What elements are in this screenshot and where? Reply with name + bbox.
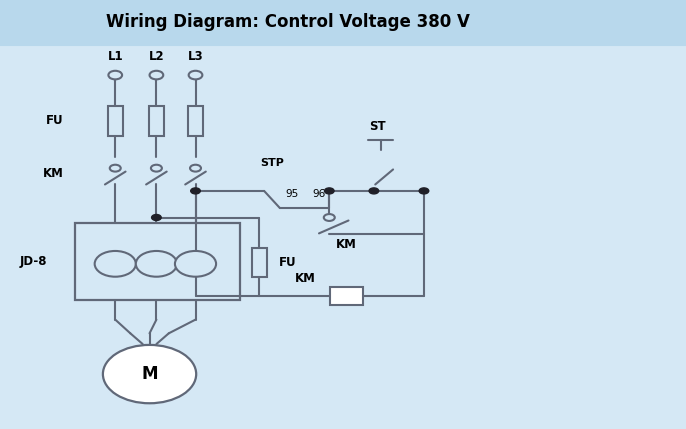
Circle shape: [108, 71, 122, 79]
Circle shape: [151, 165, 162, 172]
Circle shape: [324, 214, 335, 221]
Bar: [108, 106, 123, 136]
Bar: [188, 106, 203, 136]
Text: Wiring Diagram: Control Voltage 380 V: Wiring Diagram: Control Voltage 380 V: [106, 13, 470, 31]
Text: L1: L1: [108, 50, 123, 63]
Text: L3: L3: [188, 50, 203, 63]
Text: L2: L2: [149, 50, 164, 63]
Text: FU: FU: [279, 256, 296, 269]
Text: KM: KM: [43, 167, 64, 180]
Circle shape: [103, 345, 196, 403]
Circle shape: [369, 188, 379, 194]
Text: STP: STP: [261, 158, 285, 168]
Bar: [75, 223, 240, 300]
Circle shape: [419, 188, 429, 194]
Circle shape: [191, 188, 200, 194]
Bar: [252, 248, 267, 277]
Circle shape: [190, 165, 201, 172]
Text: KM: KM: [336, 238, 357, 251]
Circle shape: [110, 165, 121, 172]
Circle shape: [95, 251, 136, 277]
Text: KM: KM: [296, 272, 316, 285]
Text: JD-8: JD-8: [19, 255, 47, 268]
Bar: [0, 0, 686, 45]
Text: ST: ST: [369, 120, 386, 133]
Circle shape: [136, 251, 177, 277]
Text: FU: FU: [46, 115, 64, 127]
Circle shape: [150, 71, 163, 79]
Bar: [149, 106, 164, 136]
Bar: [330, 287, 363, 305]
Circle shape: [175, 251, 216, 277]
Text: M: M: [141, 365, 158, 383]
Circle shape: [324, 188, 334, 194]
Circle shape: [189, 71, 202, 79]
Text: 96: 96: [312, 189, 325, 199]
Text: 95: 95: [285, 189, 298, 199]
Circle shape: [152, 214, 161, 221]
